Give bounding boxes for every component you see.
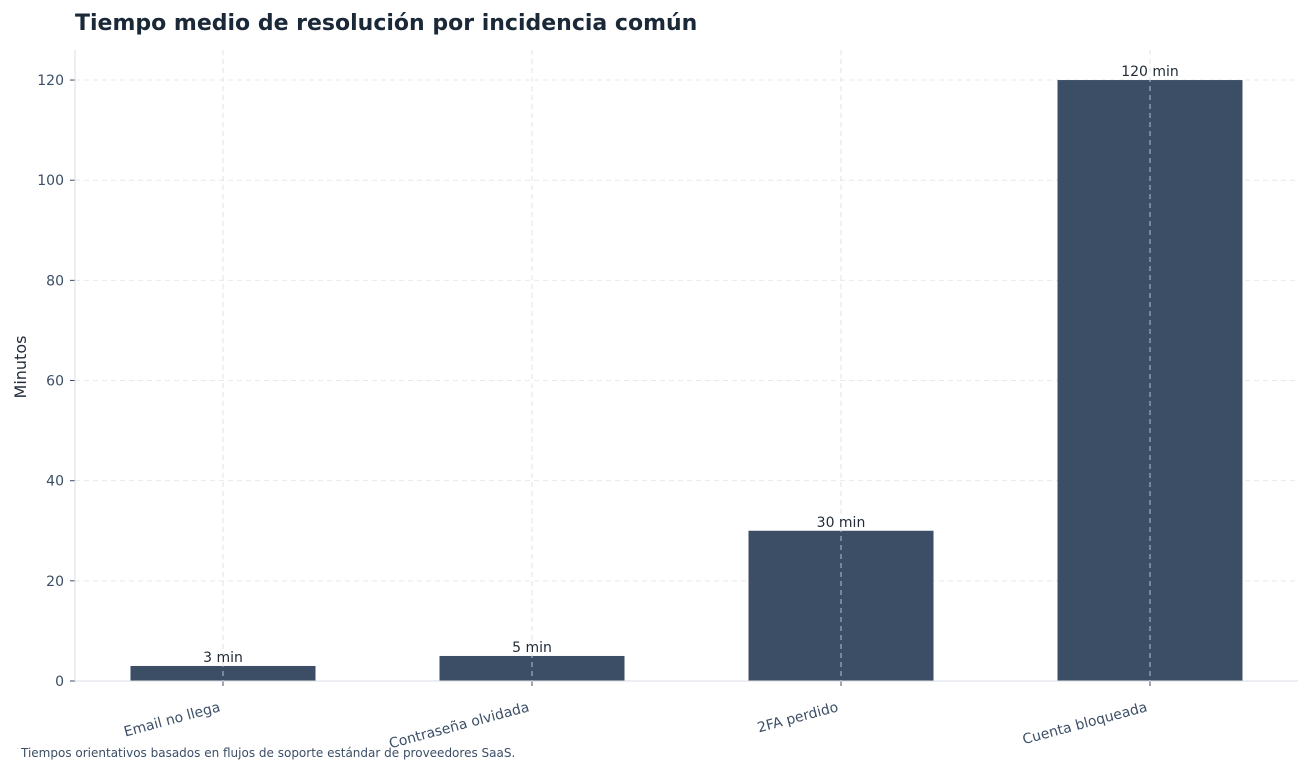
y-tick-label: 100 bbox=[37, 173, 64, 189]
y-tick-label: 120 bbox=[37, 73, 64, 89]
data-label: 30 min bbox=[817, 515, 866, 531]
y-tick-label: 20 bbox=[46, 574, 64, 590]
bar bbox=[748, 530, 934, 681]
footnote: Tiempos orientativos basados en flujos d… bbox=[20, 746, 515, 760]
y-tick-label: 80 bbox=[46, 273, 64, 289]
x-tick-label: Email no llega bbox=[122, 699, 222, 740]
x-tick-label: 2FA perdido bbox=[756, 699, 840, 736]
y-tick-label: 40 bbox=[46, 474, 64, 490]
bars-layer bbox=[130, 80, 1243, 682]
labels-layer: 0 20 40 60 80 100 120 3 min Email no llega 5 min C… bbox=[37, 64, 1179, 752]
y-tick-label: 60 bbox=[46, 374, 64, 390]
bar bbox=[439, 655, 625, 681]
data-label: 120 min bbox=[1121, 64, 1179, 80]
x-tick-label: Contraseña olvidada bbox=[387, 699, 531, 752]
y-axis-label: Minutos bbox=[11, 336, 30, 399]
vertical-grid-layer bbox=[222, 50, 1151, 681]
data-label: 3 min bbox=[203, 650, 243, 666]
x-tick-label: Cuenta bloqueada bbox=[1021, 699, 1149, 748]
chart-title: Tiempo medio de resolución por incidenci… bbox=[75, 11, 697, 36]
data-label: 5 min bbox=[512, 640, 552, 656]
y-tick-label: 0 bbox=[55, 674, 64, 690]
axes-layer bbox=[70, 50, 1298, 686]
